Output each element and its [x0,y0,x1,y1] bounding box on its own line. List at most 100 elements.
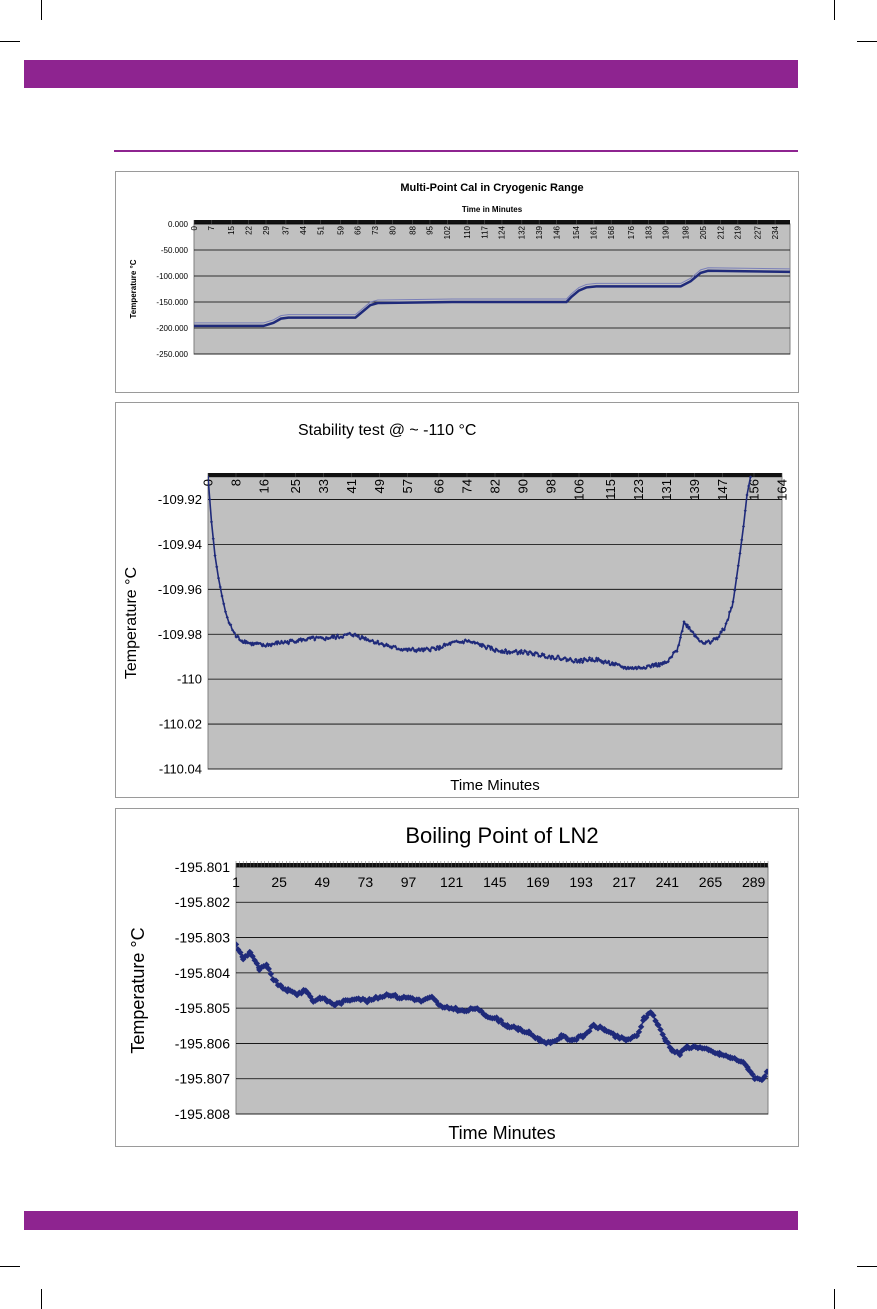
x-tick-label: 198 [682,225,691,239]
x-tick-label: 169 [526,874,550,890]
data-point [404,647,408,651]
data-point [601,661,606,665]
x-tick-label: 265 [699,874,723,890]
data-point [334,637,338,641]
data-point [543,1040,550,1047]
data-point [351,634,355,638]
data-point [428,649,432,653]
data-point [657,1026,664,1033]
header-band [24,60,798,88]
x-tick-label: 156 [747,479,762,501]
data-point [253,641,257,645]
data-point [355,633,359,638]
data-point [239,639,243,643]
data-point [535,651,539,655]
data-point [598,659,602,663]
chart-panel-stability: Stability test @ ~ -110 °C -109.92 -109.94… [115,402,799,798]
data-point [236,946,242,953]
crop-mark-top-right-h [857,41,877,42]
y-tick-label: -195.802 [175,894,230,910]
x-tick-label: 59 [336,225,345,234]
data-point [570,659,574,663]
data-point [213,554,217,558]
data-point [516,652,520,656]
chart-title: Boiling Point of LN2 [405,823,598,848]
data-point [647,663,651,668]
data-point [707,1047,715,1054]
data-point [281,641,285,645]
chart-panel-ln2: Boiling Point of LN2 -195.801 -195.802 -195… [115,808,799,1147]
data-point [489,645,494,649]
data-point [223,610,228,614]
data-point [419,647,424,651]
data-point [575,660,579,664]
data-point [265,642,270,646]
data-point [402,647,406,651]
data-point [420,997,427,1004]
data-point [253,960,261,967]
data-point [290,638,294,642]
data-point [650,662,655,666]
data-point [337,636,341,640]
data-point [229,623,233,627]
x-tick-label: 115 [603,479,618,500]
data-point [582,656,586,660]
x-tick-label: 29 [262,225,271,234]
data-point [274,640,278,644]
data-point [481,642,485,646]
data-point [736,564,740,568]
data-point [264,644,268,648]
data-point [657,664,662,668]
x-tick-label: 57 [400,479,415,493]
data-point [698,639,702,643]
data-point [250,643,254,647]
data-point [694,635,698,639]
data-point [278,641,282,646]
x-tick-label: 82 [488,479,503,493]
data-point [383,644,387,648]
y-tick-label: -195.807 [175,1071,230,1087]
data-point [637,1023,645,1031]
data-point [437,647,441,652]
data-point [745,493,749,497]
data-point [474,641,478,645]
data-point [547,654,551,658]
x-tick-label: 117 [480,225,489,238]
data-point [649,665,653,669]
data-point [664,1039,671,1046]
data-point [633,1032,640,1040]
x-tick-label: 154 [572,225,581,239]
data-point [631,667,635,671]
data-point [411,646,415,650]
y-tick-label: -110 [177,672,202,687]
data-point [314,635,319,639]
data-point [645,664,649,668]
x-tick-label: 73 [358,874,374,890]
data-point [262,644,266,648]
data-point [208,475,210,479]
crop-mark-bottom-left-h [0,1266,20,1267]
data-point [724,622,728,626]
data-point [472,640,476,644]
data-point [626,665,630,669]
x-tick-label: 66 [432,479,447,493]
data-point [279,639,284,643]
x-tick-label: 16 [257,479,272,493]
y-axis-label: Temperature °C [129,259,138,318]
data-point [761,1073,768,1080]
y-tick-label: -50.000 [161,246,189,255]
y-tick-label: -109.98 [158,627,202,642]
data-point [645,1010,652,1018]
x-tick-label: 49 [314,874,330,890]
data-point [475,641,480,645]
x-tick-label: 121 [440,874,464,890]
x-tick-label: 145 [483,874,507,890]
x-tick-label: 161 [590,225,599,239]
data-point [749,1071,756,1078]
data-point [356,634,361,638]
data-point [514,648,518,652]
data-point [236,941,240,948]
x-tick-label: 289 [742,874,766,890]
stability-chart: Stability test @ ~ -110 °C -109.92 -109.94… [123,422,790,794]
data-point [747,484,751,488]
